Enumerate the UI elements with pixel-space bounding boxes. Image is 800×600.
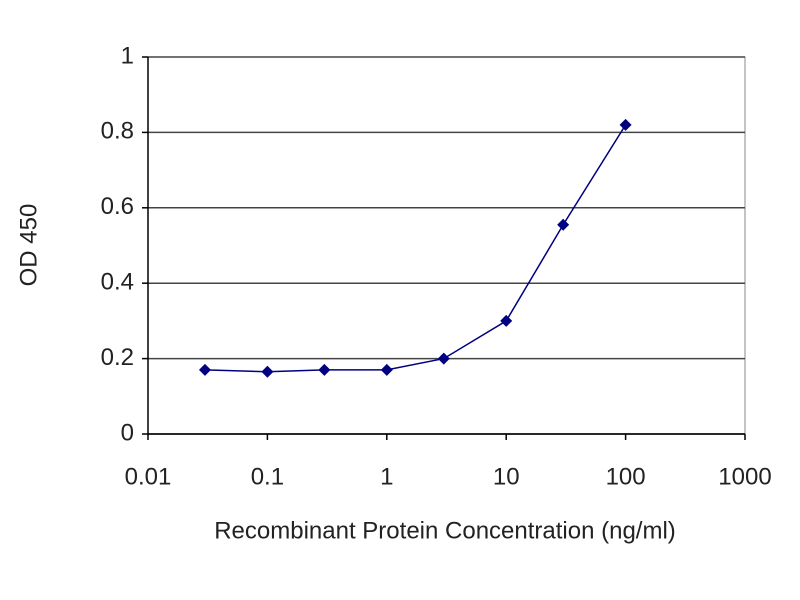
data-point [619,118,632,131]
x-axis-label: Recombinant Protein Concentration (ng/ml… [214,517,676,544]
y-tick-label: 0.8 [101,118,134,145]
data-point [500,314,513,327]
x-tick-label: 10 [493,463,520,490]
y-axis-label: OD 450 [15,204,42,287]
data-point [198,363,211,376]
plot-area [147,56,746,435]
x-tick-label: 1000 [718,463,771,490]
y-tick-label: 0 [121,419,134,446]
x-tick-label: 0.1 [251,463,284,490]
y-tick-label: 0.4 [101,269,134,296]
y-tick-label: 1 [121,42,134,69]
data-point [380,363,393,376]
x-tick-label: 1 [380,463,393,490]
x-tick-label: 0.01 [125,463,172,490]
x-tick-label: 100 [606,463,646,490]
data-point [318,363,331,376]
series-line [204,124,627,373]
y-tick-label: 0.2 [101,344,134,371]
data-point [437,352,450,365]
data-point [261,365,274,378]
y-tick-label: 0.6 [101,193,134,220]
data-point [557,218,570,231]
